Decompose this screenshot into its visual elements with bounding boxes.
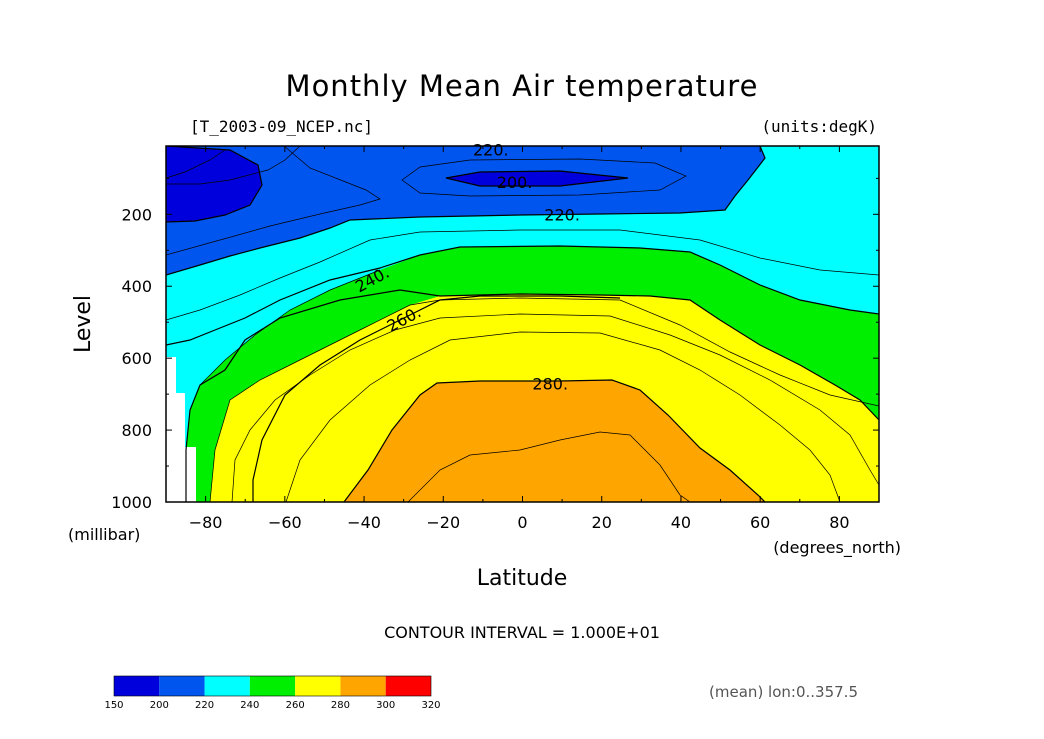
y-tick-label: 200 bbox=[121, 205, 152, 224]
legend-swatch bbox=[249, 676, 296, 696]
legend-swatch bbox=[340, 676, 386, 696]
band-below-200-center bbox=[446, 171, 628, 186]
legend-label: 220 bbox=[195, 700, 214, 711]
contour-label-text: 220. bbox=[544, 205, 580, 224]
contour-interval: CONTOUR INTERVAL = 1.000E+01 bbox=[384, 623, 660, 642]
contour-label: 200. bbox=[497, 173, 533, 192]
y-tick-label: 800 bbox=[121, 421, 152, 440]
band-220-240 bbox=[166, 146, 879, 502]
legend-label: 200 bbox=[150, 700, 169, 711]
legend-swatch bbox=[385, 676, 431, 696]
contour-label: 220. bbox=[544, 205, 580, 224]
x-tick-label: −40 bbox=[347, 513, 381, 532]
y-tick-label: 600 bbox=[121, 349, 152, 368]
x-tick-label: 60 bbox=[750, 513, 770, 532]
x-tick-label: −60 bbox=[268, 513, 302, 532]
legend-swatch bbox=[159, 676, 205, 696]
y-units: (millibar) bbox=[68, 525, 140, 544]
x-tick-label: 40 bbox=[671, 513, 691, 532]
x-tick-label: 0 bbox=[517, 513, 527, 532]
y-tick-label: 400 bbox=[121, 277, 152, 296]
legend-swatch bbox=[204, 676, 250, 696]
x-tick-label: −20 bbox=[426, 513, 460, 532]
legend-label: 240 bbox=[240, 700, 259, 711]
footer-note: (mean) lon:0..357.5 bbox=[709, 683, 858, 701]
band-below-200-south bbox=[166, 146, 262, 222]
axis-ticks bbox=[165, 146, 880, 503]
x-units: (degrees_north) bbox=[773, 538, 901, 558]
legend-label: 280 bbox=[331, 700, 350, 711]
legend-label: 320 bbox=[421, 700, 440, 711]
x-tick-label: 20 bbox=[592, 513, 612, 532]
contour-label-text: 220. bbox=[473, 141, 509, 160]
contour-label: 280. bbox=[532, 374, 568, 393]
plot-area: 220.200.220.240.260.280. bbox=[165, 141, 880, 503]
y-tick-label: 1000 bbox=[111, 493, 152, 512]
file-label: [T_2003-09_NCEP.nc] bbox=[190, 117, 373, 136]
color-legend: 150 200 220 240 260 280 300 320 bbox=[104, 675, 441, 711]
legend-label: 260 bbox=[286, 700, 305, 711]
contour-label: 220. bbox=[473, 141, 509, 160]
missing-data bbox=[166, 357, 196, 502]
legend-swatch bbox=[114, 676, 160, 696]
x-tick-labels: −80 −60 −40 −20 0 20 40 60 80 bbox=[189, 513, 850, 532]
x-tick-label: −80 bbox=[189, 513, 223, 532]
y-tick-labels: 200 400 600 800 1000 bbox=[111, 205, 152, 512]
contour-label-text: 280. bbox=[532, 374, 568, 393]
y-axis-label: Level bbox=[71, 295, 96, 353]
units-label: (units:degK) bbox=[761, 117, 877, 136]
chart-title: Monthly Mean Air temperature bbox=[286, 69, 759, 103]
legend-frame bbox=[113, 675, 432, 697]
legend-label: 150 bbox=[104, 700, 123, 711]
band-280-300 bbox=[344, 380, 765, 502]
contour-lines bbox=[166, 146, 879, 502]
x-tick-label: 80 bbox=[829, 513, 849, 532]
legend-swatch bbox=[295, 676, 341, 696]
contour-label-text: 200. bbox=[497, 173, 533, 192]
legend-label: 300 bbox=[376, 700, 395, 711]
x-axis-label: Latitude bbox=[477, 566, 568, 591]
